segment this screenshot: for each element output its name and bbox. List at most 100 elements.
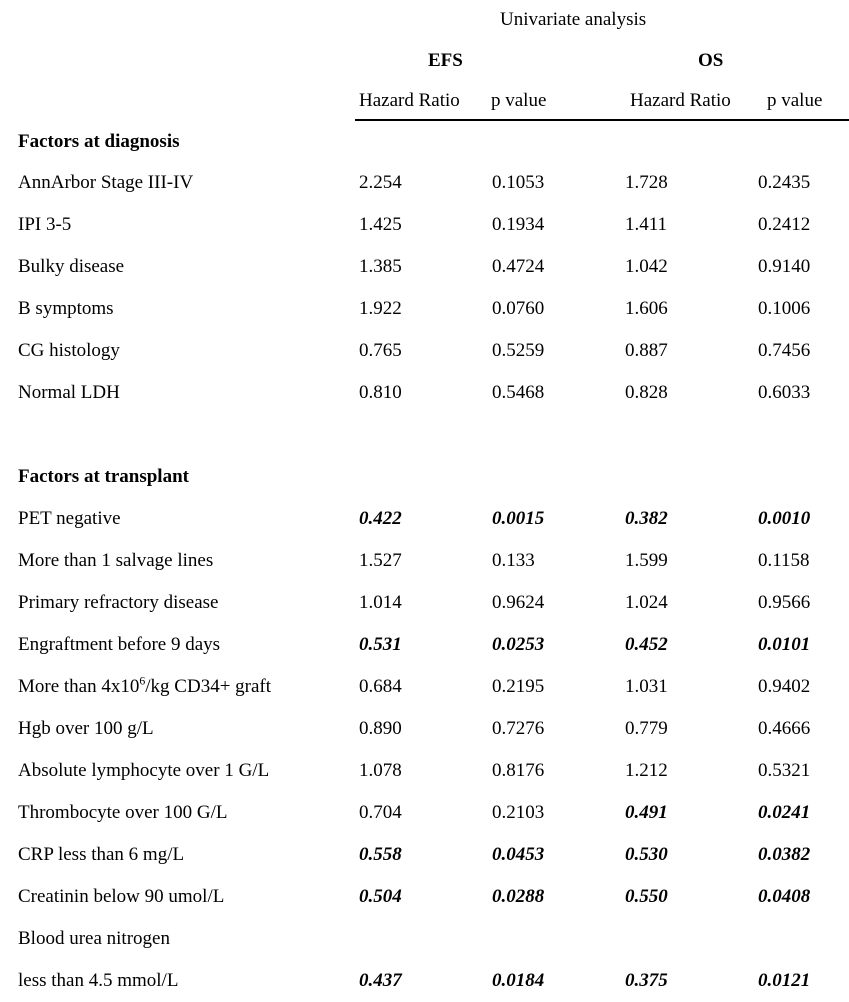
title-cell: Univariate analysis	[355, 0, 849, 40]
table-row: Engraftment before 9 days 0.531 0.0253 0.45…	[0, 624, 849, 666]
table-row: More than 1 salvage lines 1.527 0.133 1.599…	[0, 540, 849, 582]
value-cell: 1.606	[625, 298, 668, 319]
value-cell: 0.5468	[492, 382, 545, 403]
value-cell: 1.042	[625, 256, 668, 277]
table-title: Univariate analysis	[500, 9, 647, 30]
factor-label: Absolute lymphocyte over 1 G/L	[18, 760, 270, 781]
factor-label: Bulky disease	[18, 256, 125, 277]
factor-label: less than 4.5 mmol/L	[18, 970, 179, 991]
spacer-cell	[0, 414, 849, 456]
value-cell: 1.527	[359, 550, 402, 571]
value-cell: 1.385	[359, 256, 402, 277]
value-cell: 1.411	[625, 214, 668, 235]
factor-label: Hgb over 100 g/L	[18, 718, 154, 739]
factor-label: AnnArbor Stage III-IV	[18, 172, 194, 193]
value-cell: 0.828	[625, 382, 668, 403]
value-cell: 0.491	[625, 802, 668, 823]
value-cell: 0.0010	[758, 508, 811, 529]
section-header: Factors at transplant	[18, 466, 189, 487]
value-cell: 0.765	[359, 340, 402, 361]
value-cell: 1.024	[625, 592, 668, 613]
factor-label: Blood urea nitrogen	[18, 928, 170, 949]
table-row: Hgb over 100 g/L 0.890 0.7276 0.779 0.4666	[0, 708, 849, 750]
value-cell: 0.0760	[492, 298, 545, 319]
value-cell: 0.0382	[758, 844, 811, 865]
factor-label: PET negative	[18, 508, 121, 529]
value-cell	[488, 918, 621, 960]
value-cell: 0.452	[625, 634, 668, 655]
table-row: Absolute lymphocyte over 1 G/L 1.078 0.817…	[0, 750, 849, 792]
value-cell: 0.2412	[758, 214, 811, 235]
value-cell: 0.2435	[758, 172, 811, 193]
factor-label: Thrombocyte over 100 G/L	[18, 802, 228, 823]
value-cell: 0.6033	[758, 382, 811, 403]
value-cell: 0.0184	[492, 970, 545, 991]
table-row: B symptoms 1.922 0.0760 1.606 0.1006	[0, 288, 849, 330]
value-cell: 0.0253	[492, 634, 545, 655]
label-text: More than 4x10	[18, 676, 140, 697]
value-cell: 0.437	[359, 970, 402, 991]
section-header: Factors at diagnosis	[18, 130, 180, 152]
table-row: Normal LDH 0.810 0.5468 0.828 0.6033	[0, 372, 849, 414]
empty-cell	[0, 0, 355, 40]
value-cell: 0.2103	[492, 802, 545, 823]
value-cell: 0.810	[359, 382, 402, 403]
value-cell: 0.558	[359, 844, 402, 865]
value-cell: 0.4666	[758, 718, 811, 739]
value-cell: 0.684	[359, 676, 402, 697]
factor-label: Engraftment before 9 days	[18, 634, 221, 655]
value-cell	[754, 918, 849, 960]
value-cell: 0.0241	[758, 802, 811, 823]
spacer-row	[0, 414, 849, 456]
value-cell: 0.1158	[758, 550, 810, 571]
value-cell: 0.1934	[492, 214, 545, 235]
value-cell: 0.0101	[758, 634, 811, 655]
value-cell: 0.0288	[492, 886, 545, 907]
value-cell: 0.4724	[492, 256, 545, 277]
factor-label: CG histology	[18, 340, 120, 361]
value-cell: 0.9624	[492, 592, 545, 613]
value-cell: 0.9566	[758, 592, 811, 613]
value-cell: 1.425	[359, 214, 402, 235]
value-cell: 0.0121	[758, 970, 811, 991]
factor-label: CRP less than 6 mg/L	[18, 844, 185, 865]
table-row: Creatinin below 90 umol/L 0.504 0.0288 0.55…	[0, 876, 849, 918]
value-cell: 0.0015	[492, 508, 545, 529]
factor-label: Primary refractory disease	[18, 592, 219, 613]
table-row: PET negative 0.422 0.0015 0.382 0.0010	[0, 498, 849, 540]
group-header-efs: EFS	[355, 40, 621, 82]
section-header-row: Factors at diagnosis	[0, 120, 849, 162]
group-header-row: EFS OS	[0, 40, 849, 82]
value-cell: 0.530	[625, 844, 668, 865]
value-cell: 0.0453	[492, 844, 545, 865]
value-cell: 1.599	[625, 550, 668, 571]
value-cell: 0.1006	[758, 298, 811, 319]
column-header-p-value-efs: p value	[488, 82, 621, 121]
value-cell: 0.1053	[492, 172, 545, 193]
value-cell: 1.031	[625, 676, 668, 697]
value-cell: 0.7276	[492, 718, 545, 739]
column-header-hazard-ratio-os: Hazard Ratio	[621, 82, 754, 121]
table-row: More than 4x106/kg CD34+ graft 0.684 0.219…	[0, 666, 849, 708]
group-header-efs-label: EFS	[428, 50, 463, 71]
factor-label: More than 1 salvage lines	[18, 550, 214, 571]
value-cell: 0.531	[359, 634, 402, 655]
value-cell: 0.7456	[758, 340, 811, 361]
group-header-os: OS	[621, 40, 849, 82]
value-cell: 0.375	[625, 970, 668, 991]
section-header-row: Factors at transplant	[0, 456, 849, 498]
factor-label: B symptoms	[18, 298, 114, 319]
value-cell: 1.922	[359, 298, 402, 319]
value-cell: 0.504	[359, 886, 402, 907]
value-cell: 0.133	[492, 550, 535, 571]
factor-label: IPI 3-5	[18, 214, 72, 235]
empty-cell	[0, 82, 355, 120]
group-header-os-label: OS	[698, 50, 724, 71]
superscript: 6	[139, 674, 146, 688]
column-header-row: Hazard Ratio p value Hazard Ratio p valu…	[0, 82, 849, 121]
table-row: Primary refractory disease 1.014 0.9624 1.0…	[0, 582, 849, 624]
value-cell: 0.5321	[758, 760, 811, 781]
value-cell: 1.014	[359, 592, 402, 613]
